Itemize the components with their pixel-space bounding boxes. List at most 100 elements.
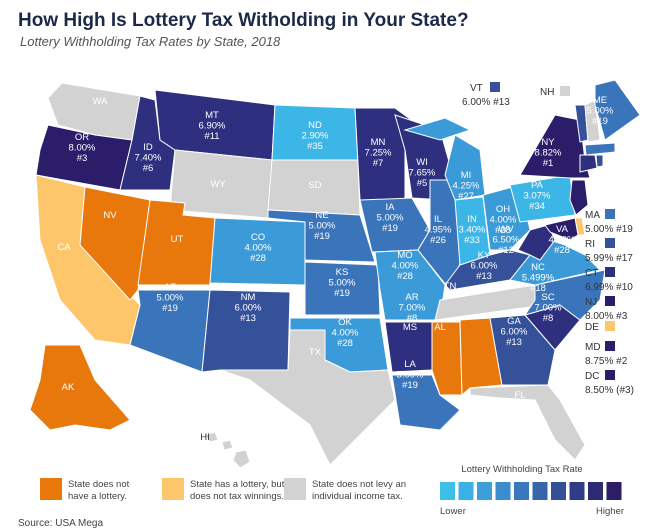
- state-shape: [403, 117, 486, 201]
- state-label: #28: [495, 225, 511, 236]
- state-shape: [523, 269, 606, 321]
- state-label: #19: [162, 303, 178, 314]
- rank: #10: [616, 282, 633, 293]
- state-label: #28: [250, 253, 266, 264]
- state-label: 5.00%: [329, 278, 356, 289]
- rank: (#3): [616, 385, 634, 396]
- state-label: #28: [337, 338, 353, 349]
- state-rate: 5.00% #19: [585, 224, 633, 235]
- scale-swatch: [514, 482, 529, 500]
- state-label: 7.00%: [535, 303, 562, 314]
- state-label: 6.90%: [199, 121, 226, 132]
- state-label: DC: [585, 371, 599, 382]
- state-shape: [79, 186, 151, 301]
- state-label: VT: [470, 83, 483, 94]
- state-label: OK: [338, 317, 352, 328]
- state-label: NJ: [585, 297, 597, 308]
- state-label: WV: [498, 224, 514, 235]
- scale-swatch: [606, 482, 622, 500]
- state-label: #19: [592, 116, 608, 127]
- state-label: #19: [314, 231, 330, 242]
- state-label: MS: [403, 322, 417, 333]
- legend-text: State does not: [68, 479, 130, 490]
- state-label: 7.25%: [365, 148, 392, 159]
- state-label: 5.00%: [587, 106, 614, 117]
- rank: #13: [493, 97, 510, 108]
- rank: #17: [616, 253, 633, 264]
- state-label: #18: [530, 283, 546, 294]
- state-label: #5: [417, 178, 428, 189]
- state-label: LA: [404, 359, 416, 370]
- state-swatch: [605, 321, 615, 331]
- state-label: #33: [464, 235, 480, 246]
- state-shape: [579, 154, 598, 173]
- state-shape: [219, 329, 396, 466]
- state-label: 4.00%: [245, 243, 272, 254]
- state-label: #35: [307, 141, 323, 152]
- state-label: 4.00%: [490, 215, 517, 226]
- state-label: 3.07%: [524, 191, 551, 202]
- state-label: MD: [585, 342, 601, 353]
- state-label: 4.00%: [392, 261, 419, 272]
- state-rate: 6.99% #10: [585, 282, 633, 293]
- rate: 8.00%: [585, 311, 613, 322]
- state-label: #11: [204, 131, 219, 142]
- rank: #2: [616, 356, 628, 367]
- state-label: #8: [543, 313, 554, 324]
- state-label: #26: [430, 235, 446, 246]
- state-shape: [569, 179, 589, 216]
- source: Source: USA Mega: [18, 518, 103, 529]
- rate: 6.99%: [585, 282, 613, 293]
- state-label: OH: [496, 204, 510, 215]
- state-label: IN: [467, 214, 477, 225]
- state-label: #19: [382, 223, 398, 234]
- rate: 8.75%: [585, 356, 613, 367]
- scale-low: Lower: [440, 506, 466, 517]
- state-swatch: [490, 82, 500, 92]
- state-label: 5.499%: [522, 273, 555, 284]
- state-shape: [29, 344, 131, 431]
- state-label: #7: [373, 158, 384, 169]
- state-shape: [544, 217, 579, 241]
- state-shape: [584, 142, 616, 156]
- scale-swatch: [551, 482, 566, 500]
- rate: 5.99%: [585, 253, 613, 264]
- state-label: OR: [75, 132, 89, 143]
- state-label: CO: [251, 232, 265, 243]
- state-label: NM: [241, 292, 256, 303]
- state-shape: [391, 374, 461, 431]
- state-label: 5.00%: [377, 213, 404, 224]
- state-label: FL: [514, 390, 525, 401]
- state-label: 5.00%: [157, 293, 184, 304]
- state-label: #19: [334, 288, 350, 299]
- legend-text: does not tax winnings.: [190, 491, 284, 502]
- state-label: 8.00%: [69, 143, 96, 154]
- state-rate: 8.50% (#3): [585, 385, 634, 396]
- state-label: MO: [397, 250, 412, 261]
- state-label: 2.90%: [302, 131, 329, 142]
- state-labels: WAOR8.00%#3CANVID7.40%#6MT6.90%#11WYUTAZ…: [57, 82, 634, 443]
- state-label: MN: [371, 137, 386, 148]
- subtitle: Lottery Withholding Tax Rates by State, …: [20, 34, 281, 49]
- state-rate: 8.00% #3: [585, 311, 628, 322]
- state-label: ME: [593, 95, 607, 106]
- state-label: HI: [200, 432, 210, 443]
- rate: 6.00%: [462, 97, 490, 108]
- state-swatch: [605, 341, 615, 351]
- legend-text: State has a lottery, but: [190, 479, 285, 490]
- state-label: WA: [93, 96, 109, 107]
- state-shape: [267, 209, 376, 263]
- state-label: PA: [531, 180, 544, 191]
- legend-text: State does not levy an: [312, 479, 406, 490]
- state-label: 7.00%: [399, 303, 426, 314]
- state-shape: [459, 317, 503, 397]
- state-label: IL: [434, 214, 442, 225]
- rank: #3: [616, 311, 628, 322]
- rate: 5.00%: [585, 224, 613, 235]
- state-shape: [431, 321, 463, 396]
- state-rate: 8.75% #2: [585, 356, 628, 367]
- state-label: #1: [543, 158, 554, 169]
- state-label: #6: [143, 163, 154, 174]
- state-label: UT: [171, 234, 184, 245]
